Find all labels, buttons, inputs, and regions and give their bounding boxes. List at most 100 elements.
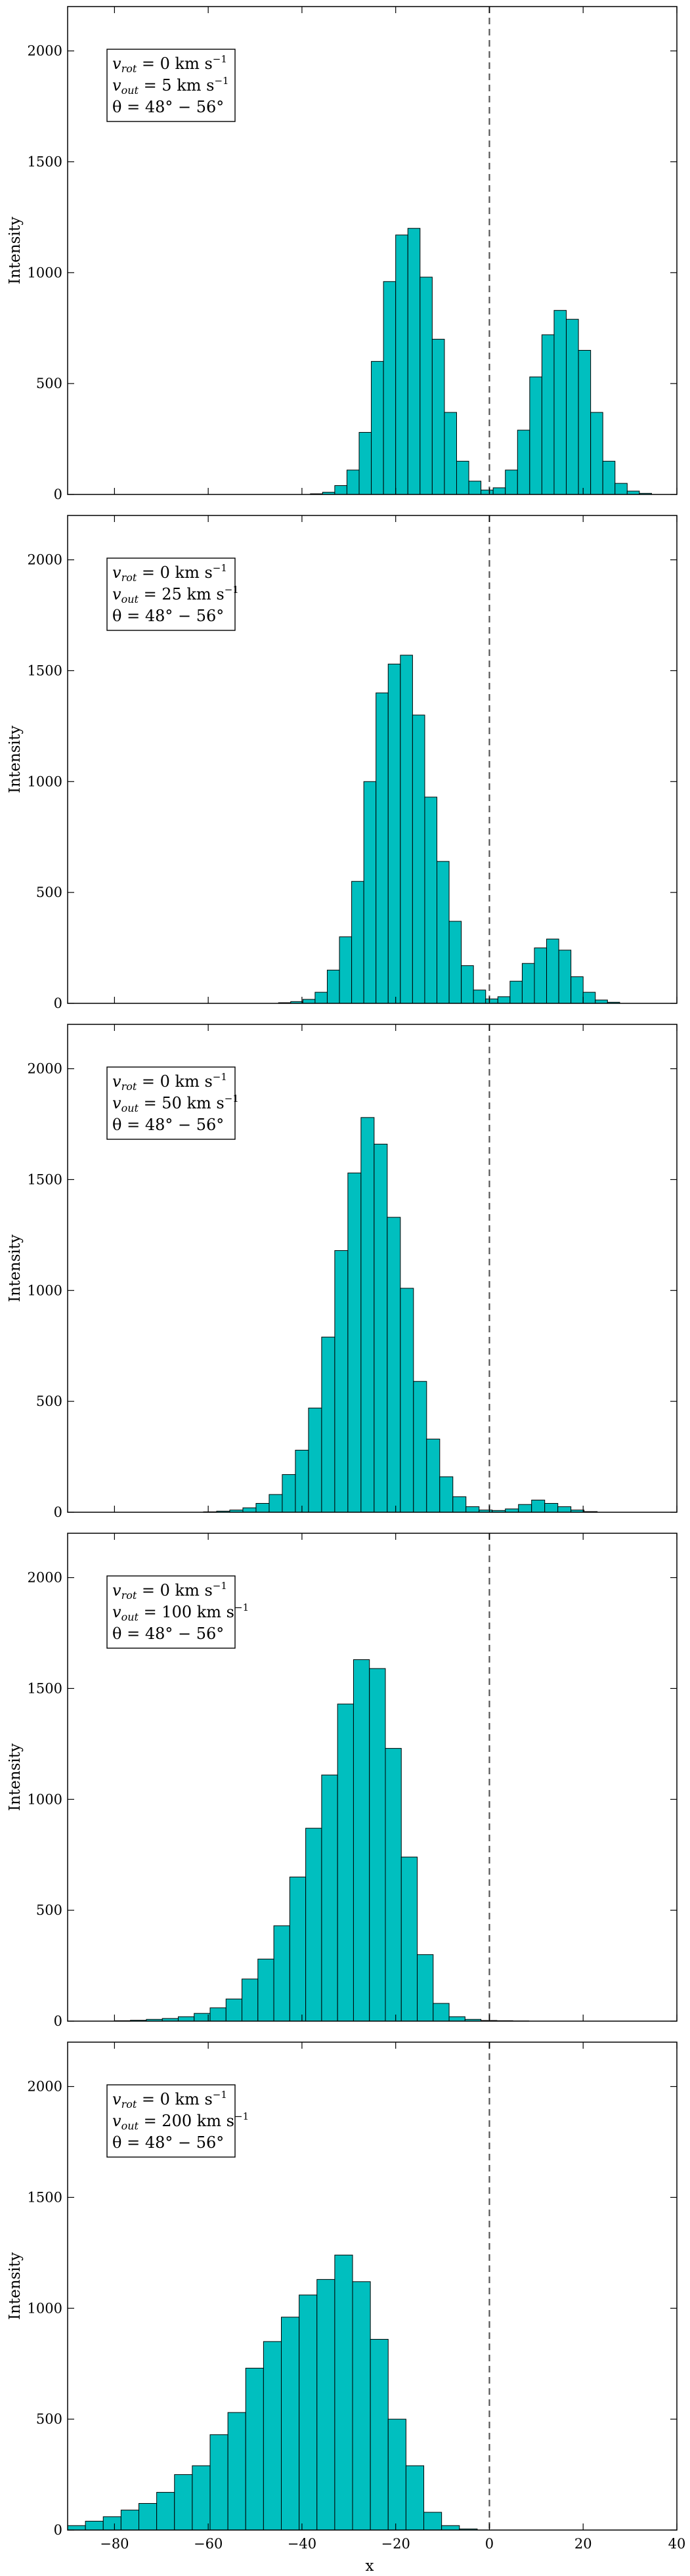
y-tick-label: 0: [54, 995, 62, 1011]
y-tick-label: 2000: [28, 552, 62, 568]
x-tick-label: −40: [288, 2536, 316, 2552]
bar-4: [358, 431, 372, 494]
bar-5: [371, 360, 384, 494]
bar-9: [387, 663, 401, 1003]
legend-out: vout = 5 km s−1: [112, 75, 229, 97]
plot-frame: [67, 6, 678, 495]
bar-7: [363, 781, 377, 1003]
bar-7: [395, 234, 408, 494]
bar-15: [353, 1659, 370, 2021]
y-tick-label: 2000: [28, 1061, 62, 1077]
bar-19: [417, 1954, 434, 2021]
y-tick-label: 500: [36, 1902, 62, 1918]
bar-10: [334, 1250, 349, 1512]
bar-18: [439, 1476, 454, 1512]
bar-9: [257, 1958, 274, 2021]
legend-theta: θ = 48° − 56°: [112, 1625, 224, 1643]
y-tick-label: 500: [36, 884, 62, 900]
bar-16: [473, 990, 486, 1003]
legend-rot: vrot = 0 km s−1: [112, 1580, 227, 1602]
y-tick-label: 0: [54, 2013, 62, 2029]
y-axis-label: Intensity: [7, 1234, 24, 1302]
histogram-panel-4: 0 500 1000 1500 2000 Intensity vrot = 0 km s−1…: [7, 1533, 678, 2029]
bar-5: [269, 1494, 283, 1512]
plot-frame: [67, 515, 678, 1004]
plot-frame: [67, 1533, 678, 2022]
y-tick-label: 1000: [28, 774, 62, 789]
bar-10: [273, 1925, 290, 2021]
bar-14: [316, 2279, 335, 2530]
bar-12: [456, 460, 469, 494]
bar-12: [360, 1117, 375, 1512]
bar-18: [529, 376, 542, 494]
bars: [114, 1659, 529, 2021]
bar-3: [120, 2510, 140, 2530]
x-tick-label: 40: [668, 2536, 686, 2552]
legend-theta: θ = 48° − 56°: [112, 607, 224, 625]
bar-17: [426, 1439, 441, 1512]
bar-21: [448, 2016, 465, 2021]
legend-box: [106, 1066, 236, 1140]
bar-20: [433, 2003, 450, 2021]
bar-23: [558, 950, 572, 1003]
bar-17: [485, 998, 498, 1003]
bar-9: [321, 1336, 335, 1512]
y-tick-label: 1000: [28, 2300, 62, 2316]
bar-2: [102, 2516, 121, 2530]
legend-theta: θ = 48° − 56°: [112, 2133, 224, 2152]
bar-23: [505, 1508, 519, 1512]
bar-16: [505, 469, 518, 494]
legend-out: vout = 25 km s−1: [112, 584, 239, 605]
bar-20: [465, 1506, 480, 1512]
bar-7: [225, 1998, 243, 2021]
legend-out: vout = 200 km s−1: [112, 2110, 249, 2132]
bar-22: [578, 349, 592, 494]
legend-theta: θ = 48° − 56°: [112, 98, 224, 116]
bar-14: [387, 1217, 401, 1512]
bar-12: [424, 797, 438, 1003]
bar-28: [571, 1510, 585, 1512]
histogram-panel-1: 0 500 1000 1500 2000 Intensity vrot = 0 km s−1…: [7, 6, 678, 502]
legend-box: [106, 2084, 236, 2158]
legend-box: [106, 1575, 236, 1649]
legend-rot: vrot = 0 km s−1: [112, 53, 227, 75]
bar-17: [385, 1748, 402, 2021]
bar-11: [444, 412, 457, 494]
y-axis-label: Intensity: [7, 726, 24, 793]
bar-2: [302, 999, 316, 1003]
bar-3: [314, 992, 328, 1003]
legend-box: [106, 557, 236, 631]
bar-25: [582, 992, 596, 1003]
bar-17: [370, 2339, 389, 2530]
bar-6: [209, 2007, 226, 2021]
bar-13: [437, 861, 450, 1003]
plot-frame: [67, 2041, 678, 2531]
bar-6: [351, 881, 364, 1003]
y-tick-label: 1500: [28, 1680, 62, 1696]
bar-14: [448, 921, 462, 1003]
bar-12: [281, 2317, 300, 2530]
bar-8: [242, 1978, 259, 2021]
bar-16: [352, 2281, 371, 2530]
bars: [278, 655, 620, 1003]
bar-6: [383, 281, 397, 494]
bar-14: [337, 1703, 354, 2021]
plot-frame: [67, 1024, 678, 1513]
bar-7: [192, 2465, 211, 2530]
x-tick-label: 0: [485, 2536, 494, 2552]
y-tick-label: 1000: [28, 265, 62, 280]
bar-24: [602, 460, 616, 494]
bar-18: [400, 1856, 418, 2021]
bar-15: [334, 2254, 353, 2530]
bar-10: [245, 2367, 264, 2530]
bar-2: [334, 485, 347, 494]
bar-24: [518, 1504, 532, 1512]
x-tick-label: −60: [194, 2536, 223, 2552]
bar-25: [615, 483, 628, 494]
bar-7: [295, 1449, 309, 1512]
bar-20: [553, 310, 567, 494]
bar-15: [492, 487, 506, 494]
y-tick-label: 1000: [28, 1282, 62, 1298]
bar-19: [452, 1496, 467, 1512]
bar-20: [423, 2512, 442, 2530]
